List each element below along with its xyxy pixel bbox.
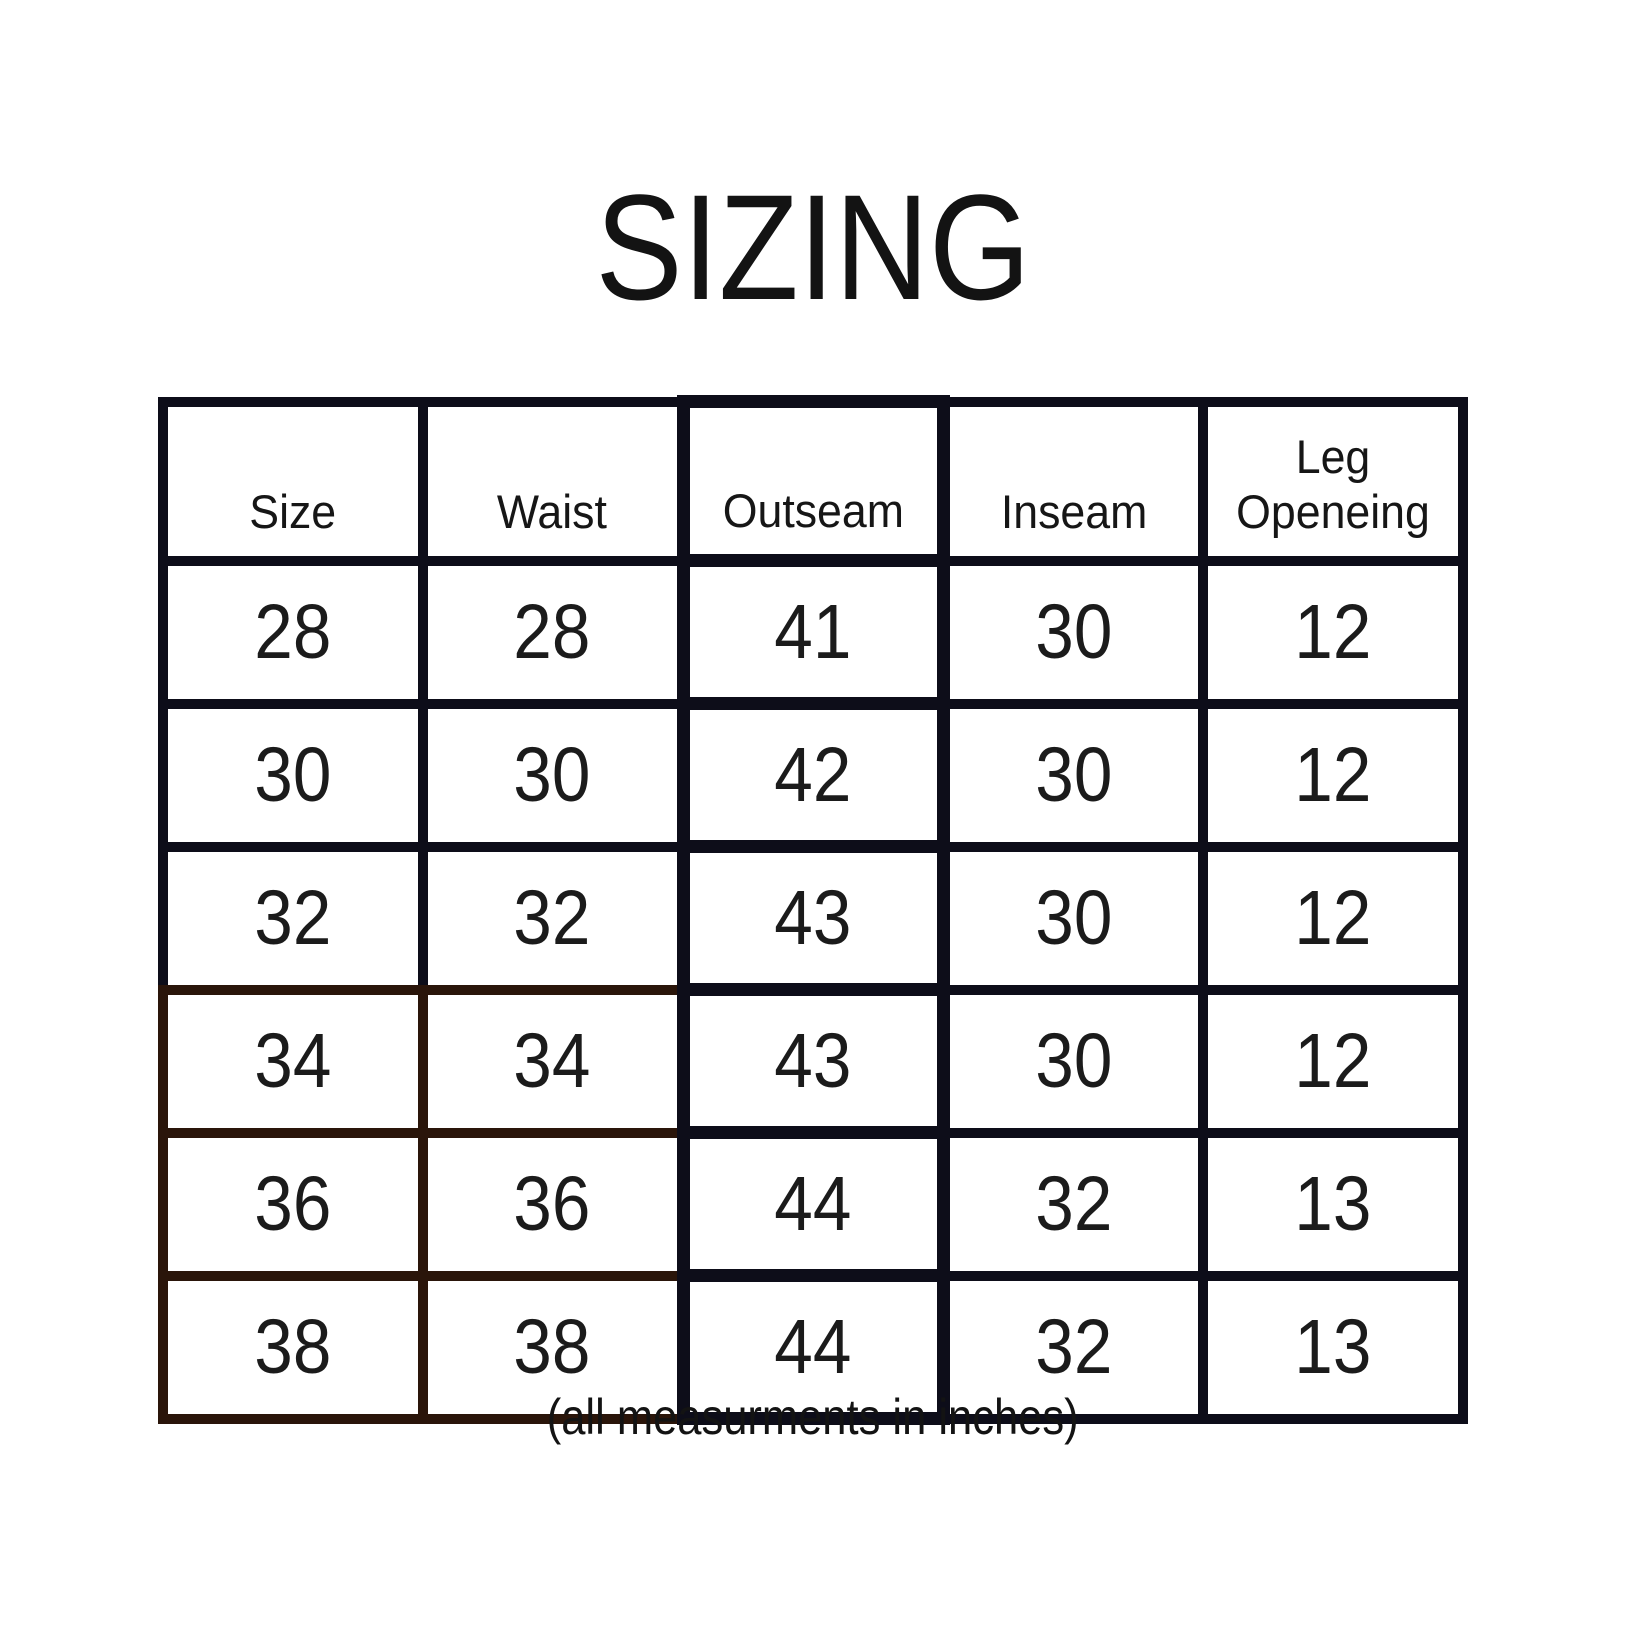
header-cell-outseam: Outseam [676, 395, 950, 567]
cell-value: 41 [774, 588, 852, 675]
table-row: 36 36 44 32 13 [158, 1126, 1468, 1282]
cell-value: 42 [774, 731, 852, 818]
title-container: SIZING [0, 172, 1626, 322]
table-cell: 32 [418, 841, 688, 995]
cell-value: 30 [1035, 874, 1113, 961]
header-cell-size: Size [158, 396, 428, 566]
cell-value: 28 [254, 588, 332, 675]
table-cell: 13 [1198, 1270, 1468, 1424]
table-cell: 32 [938, 1270, 1208, 1424]
cell-value: 34 [254, 1017, 332, 1104]
cell-value: 30 [1035, 588, 1113, 675]
table-cell: 28 [418, 555, 688, 709]
table-cell: 36 [418, 1127, 688, 1281]
table-cell: 30 [938, 984, 1208, 1138]
table-cell: 30 [938, 555, 1208, 709]
cell-value: 38 [513, 1303, 591, 1390]
cell-value: 13 [1294, 1160, 1372, 1247]
cell-value: 38 [254, 1303, 332, 1390]
table-cell: 32 [938, 1127, 1208, 1281]
cell-value: 12 [1294, 1017, 1372, 1104]
cell-value: 12 [1294, 731, 1372, 818]
cell-value: 32 [1035, 1160, 1113, 1247]
table-row: 34 34 43 30 12 [158, 983, 1468, 1139]
cell-value: 43 [774, 874, 852, 961]
table-row: 30 30 42 30 12 [158, 697, 1468, 853]
table-cell: 12 [1198, 984, 1468, 1138]
cell-value: 34 [513, 1017, 591, 1104]
header-label: Waist [497, 485, 608, 539]
table-cell: 30 [418, 698, 688, 852]
header-cell-leg-opening: Leg Openeing [1198, 396, 1468, 566]
table-cell: 32 [158, 841, 428, 995]
cell-value: 28 [513, 588, 591, 675]
page-title: SIZING [595, 163, 1031, 331]
table-cell: 12 [1198, 555, 1468, 709]
cell-value: 30 [1035, 731, 1113, 818]
table-cell: 44 [676, 1269, 950, 1425]
table-cell: 12 [1198, 698, 1468, 852]
sizing-table: Size Waist Outseam Inseam Leg Openeing 2… [158, 395, 1468, 1425]
table-cell: 34 [158, 984, 428, 1138]
footer-container: (all measurments in inches) [0, 1392, 1626, 1442]
table-cell: 42 [676, 697, 950, 853]
table-cell: 12 [1198, 841, 1468, 995]
footer-note: (all measurments in inches) [547, 1389, 1079, 1445]
cell-value: 44 [774, 1160, 852, 1247]
table-cell: 30 [938, 698, 1208, 852]
header-cell-waist: Waist [418, 396, 688, 566]
header-cell-inseam: Inseam [938, 396, 1208, 566]
header-label: Outseam [722, 483, 904, 537]
table-cell: 30 [938, 841, 1208, 995]
table-cell: 34 [418, 984, 688, 1138]
cell-value: 44 [774, 1303, 852, 1390]
cell-value: 36 [513, 1160, 591, 1247]
table-cell: 13 [1198, 1127, 1468, 1281]
cell-value: 30 [1035, 1017, 1113, 1104]
header-label: Size [249, 485, 337, 539]
table-cell: 44 [676, 1126, 950, 1282]
cell-value: 12 [1294, 874, 1372, 961]
table-cell: 38 [158, 1270, 428, 1424]
cell-value: 36 [254, 1160, 332, 1247]
cell-value: 13 [1294, 1303, 1372, 1390]
header-label: Leg Openeing [1236, 429, 1430, 539]
cell-value: 32 [254, 874, 332, 961]
table-row: 28 28 41 30 12 [158, 554, 1468, 710]
table-row: 38 38 44 32 13 [158, 1269, 1468, 1425]
table-cell: 43 [676, 840, 950, 996]
table-row: 32 32 43 30 12 [158, 840, 1468, 996]
cell-value: 30 [513, 731, 591, 818]
header-label: Inseam [1000, 485, 1147, 539]
cell-value: 12 [1294, 588, 1372, 675]
table-cell: 43 [676, 983, 950, 1139]
table-header-row: Size Waist Outseam Inseam Leg Openeing [158, 395, 1468, 567]
table-cell: 41 [676, 554, 950, 710]
table-cell: 30 [158, 698, 428, 852]
table-cell: 38 [418, 1270, 688, 1424]
cell-value: 30 [254, 731, 332, 818]
cell-value: 32 [1035, 1303, 1113, 1390]
cell-value: 43 [774, 1017, 852, 1104]
cell-value: 32 [513, 874, 591, 961]
table-cell: 36 [158, 1127, 428, 1281]
table-cell: 28 [158, 555, 428, 709]
